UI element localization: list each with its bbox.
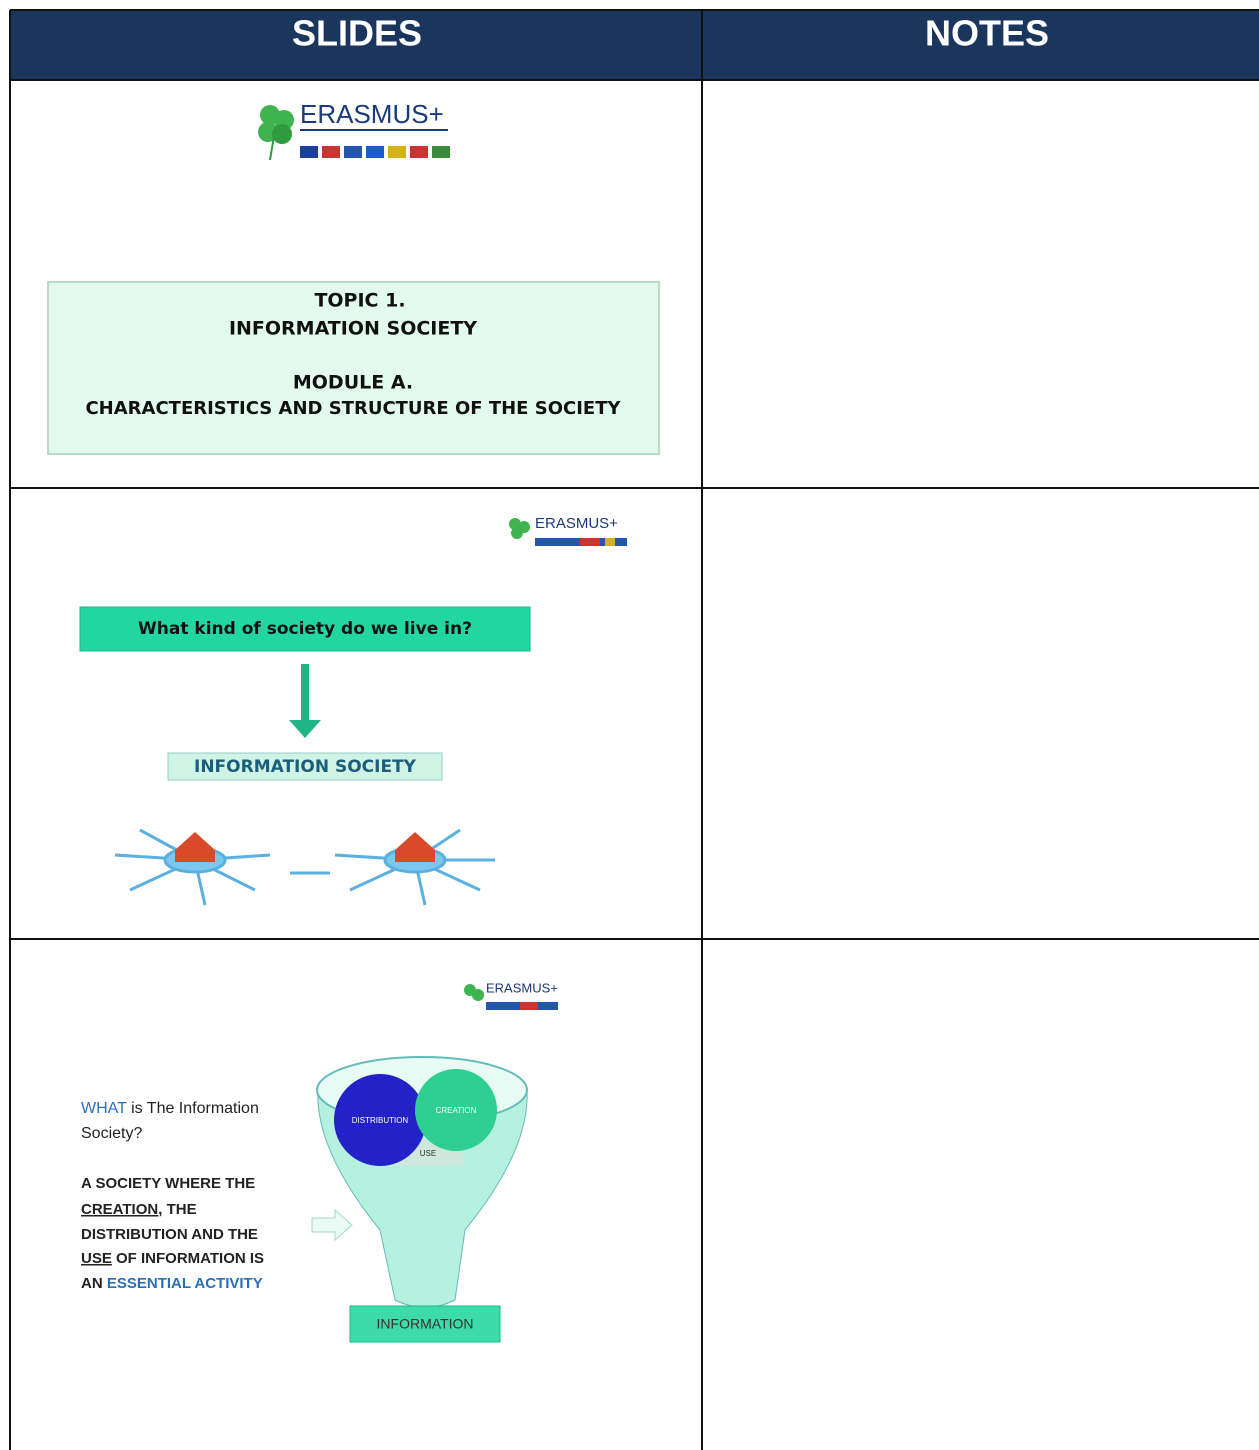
question-box: [79, 606, 531, 652]
answer: INFORMATION SOCIETY: [194, 757, 417, 777]
funnel-label: CREATION: [436, 1106, 477, 1115]
title: INFORMATION SOCIETY: [229, 318, 477, 340]
topic: TOPIC 1.: [314, 290, 405, 312]
definition-text: DISTRIBUTION AND THE: [81, 1226, 258, 1243]
output-box: [349, 1305, 501, 1343]
title-box: [47, 281, 660, 455]
definition-text: USE: [81, 1250, 112, 1267]
funnel-output: INFORMATION: [377, 1316, 474, 1332]
network-image: [114, 828, 495, 906]
svg-text:CREATION, THE: CREATION, THE: [81, 1201, 197, 1218]
header-notes: NOTES: [925, 13, 1049, 54]
arrow: [311, 1208, 353, 1242]
definition-text: OF INFORMATION IS: [112, 1250, 264, 1267]
definition-text: A SOCIETY WHERE THE: [81, 1175, 255, 1192]
question-lead: WHAT: [81, 1100, 127, 1117]
logo-text: ERASMUS+: [535, 515, 618, 532]
logo-text: ERASMUS+: [300, 99, 444, 129]
question-line: Society?: [81, 1125, 142, 1142]
question: What kind of society do we live in?: [138, 619, 472, 639]
distribution-circle: [334, 1074, 426, 1166]
table-grid: [9, 9, 1259, 1450]
subtitle: CHARACTERISTICS AND STRUCTURE OF THE SOC…: [85, 398, 621, 419]
logo-text: ERASMUS+: [486, 980, 558, 995]
definition-text: CREATION: [81, 1201, 158, 1218]
definition: A SOCIETY WHERE THE CREATION, THE DISTRI…: [81, 1175, 264, 1292]
module: MODULE A.: [293, 372, 413, 394]
header-bar: [10, 10, 1259, 80]
logo: [258, 105, 450, 161]
svg-text:USE OF INFORMATION IS: USE OF INFORMATION IS: [81, 1250, 264, 1267]
question: WHAT is The Information: [81, 1100, 259, 1117]
funnel-label: USE: [420, 1149, 436, 1158]
creation-circle: [415, 1069, 497, 1151]
logo: [509, 518, 627, 546]
question-line: is The Information: [131, 1100, 259, 1117]
funnel-label: DISTRIBUTION: [352, 1116, 409, 1125]
logo: [464, 984, 558, 1010]
svg-text:AN ESSENTIAL ACTIVITY: AN ESSENTIAL ACTIVITY: [81, 1275, 263, 1292]
definition-text: ESSENTIAL ACTIVITY: [107, 1275, 263, 1292]
answer-box: [167, 752, 443, 781]
definition-text: , THE: [158, 1201, 196, 1218]
definition-text: AN: [81, 1275, 107, 1292]
header-slides: SLIDES: [292, 13, 422, 54]
